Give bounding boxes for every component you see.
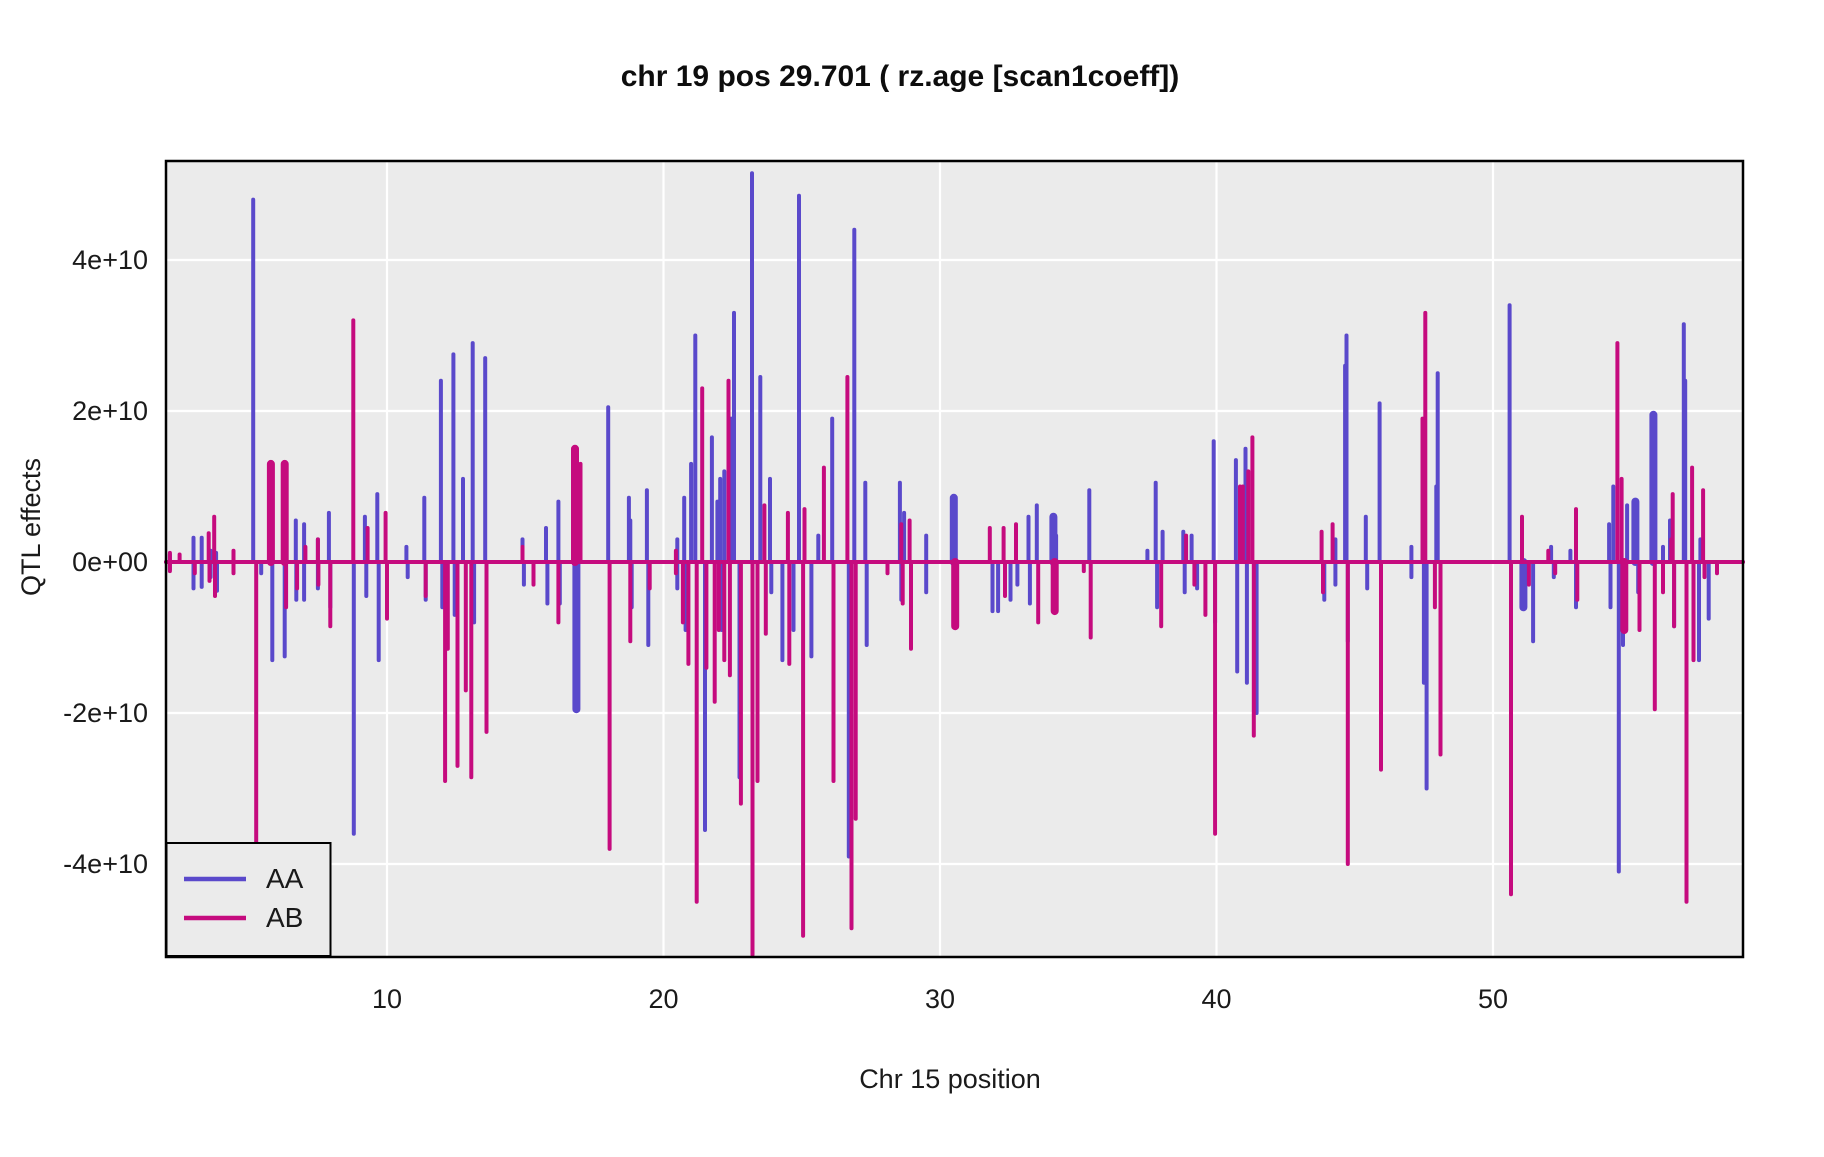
y-axis-label: QTL effects	[16, 458, 46, 596]
y-tick-label-0e+00: 0e+00	[72, 547, 148, 577]
y-tick-label-4e+10: 4e+10	[72, 245, 148, 275]
x-axis-label: Chr 15 position	[859, 1064, 1041, 1094]
data-series	[164, 171, 1745, 957]
x-tick-label-10: 10	[372, 984, 402, 1014]
x-axis-tick-labels: 10 20 30 40 50	[372, 984, 1508, 1014]
panel-border	[164, 159, 1745, 959]
legend: AA AB	[165, 842, 332, 957]
x-tick-label-20: 20	[648, 984, 678, 1014]
x-tick-label-50: 50	[1478, 984, 1508, 1014]
legend-label-AA: AA	[266, 863, 304, 894]
x-tick-label-40: 40	[1201, 984, 1231, 1014]
legend-box	[165, 842, 332, 957]
y-tick-label-2e+10: 2e+10	[72, 396, 148, 426]
x-tick-label-30: 30	[925, 984, 955, 1014]
series-AB-line-wide	[266, 444, 1629, 634]
y-tick-label--2e+10: -2e+10	[63, 698, 148, 728]
chart-title: chr 19 pos 29.701 ( rz.age [scan1coeff])	[621, 60, 1180, 93]
series-AA-line-wide	[572, 410, 1658, 714]
y-tick-label--4e+10: -4e+10	[63, 849, 148, 879]
legend-label-AB: AB	[266, 902, 303, 933]
y-axis-tick-labels: 4e+10 2e+10 0e+00 -2e+10 -4e+10	[63, 245, 148, 879]
